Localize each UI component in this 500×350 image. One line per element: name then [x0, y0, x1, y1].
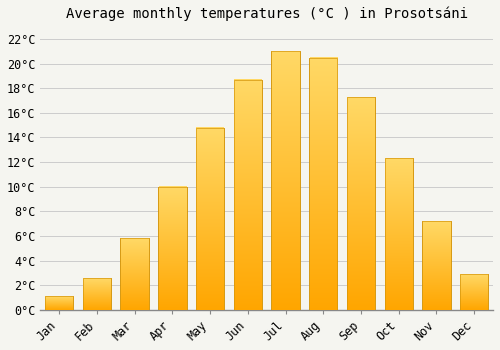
Bar — [158, 187, 186, 310]
Bar — [196, 128, 224, 310]
Bar — [422, 221, 450, 310]
Title: Average monthly temperatures (°C ) in Prosotsáni: Average monthly temperatures (°C ) in Pr… — [66, 7, 468, 21]
Bar — [384, 159, 413, 310]
Bar — [120, 238, 149, 310]
Bar — [309, 57, 338, 310]
Bar — [347, 97, 375, 310]
Bar — [460, 274, 488, 310]
Bar — [272, 51, 299, 310]
Bar — [83, 278, 111, 310]
Bar — [234, 80, 262, 310]
Bar — [45, 296, 74, 310]
